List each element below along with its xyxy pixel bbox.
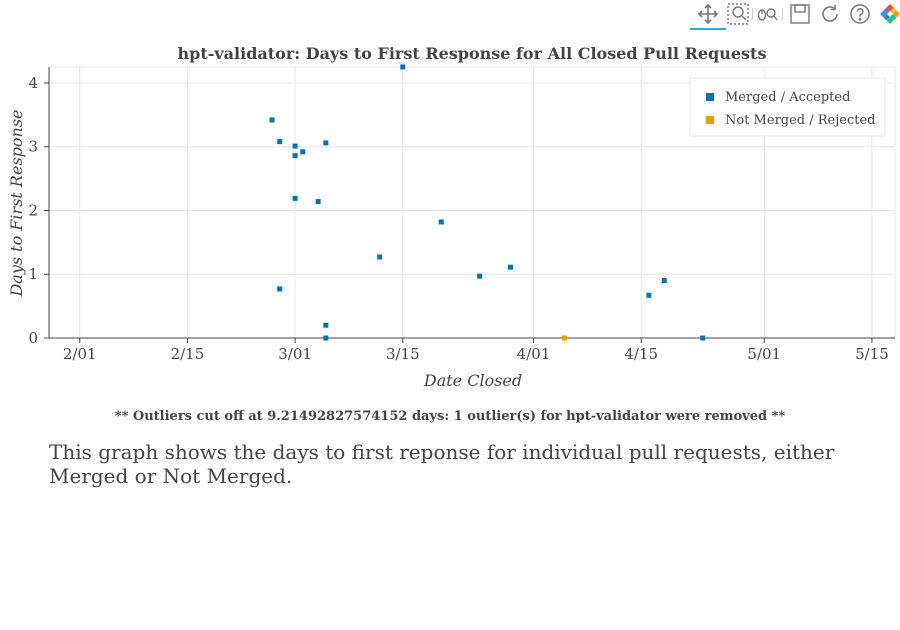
merged-point: [315, 199, 321, 205]
merged-point: [646, 292, 652, 298]
x-tick-label: 4/01: [517, 345, 551, 363]
x-tick-label: 5/15: [855, 345, 889, 363]
legend-swatch: [706, 93, 714, 101]
merged-point: [300, 149, 306, 155]
merged-point: [700, 335, 706, 341]
toolbar-separator: [782, 8, 783, 20]
x-tick-label: 3/01: [278, 345, 312, 363]
tick-labels: 2/01 2/15 3/01 3/15 4/01 4/15 5/01 5/15 0 1 2 3 4: [28, 74, 888, 363]
chart-description: This graph shows the days to first repon…: [49, 440, 835, 488]
chart-toolbar: [690, 0, 900, 32]
y-tick-label: 4: [28, 74, 38, 92]
merged-point: [292, 153, 298, 159]
data-points: [269, 64, 706, 341]
merged-point: [269, 117, 275, 123]
y-tick-label: 3: [28, 138, 38, 156]
x-tick-label: 3/15: [386, 345, 420, 363]
merged-point: [277, 139, 283, 145]
box-zoom-icon[interactable]: [726, 2, 750, 26]
x-tick-label: 2/01: [63, 345, 97, 363]
merged-point: [661, 278, 667, 284]
reset-icon[interactable]: [818, 2, 842, 26]
merged-point: [277, 286, 283, 292]
merged-point: [292, 143, 298, 149]
x-tick-label: 2/15: [171, 345, 205, 363]
merged-point: [377, 254, 383, 260]
outlier-footnote: ** Outliers cut off at 9.21492827574152 …: [114, 409, 786, 424]
legend-label: Not Merged / Rejected: [725, 113, 875, 128]
y-axis-label: Days to First Response: [7, 109, 26, 297]
toolbar-separator: [752, 8, 753, 20]
x-tick-label: 5/01: [747, 345, 781, 363]
x-axis-label: Date Closed: [423, 371, 522, 390]
save-icon[interactable]: [788, 2, 812, 26]
y-tick-label: 0: [28, 329, 38, 347]
wheel-zoom-icon[interactable]: [756, 2, 780, 26]
y-tick-label: 1: [28, 265, 38, 283]
merged-point: [323, 335, 329, 341]
pan-icon[interactable]: [690, 2, 726, 30]
merged-point: [438, 219, 444, 225]
scatter-chart: hpt-validator: Days to First Response fo…: [7, 44, 896, 390]
y-tick-label: 2: [28, 201, 38, 219]
axes: [44, 67, 895, 343]
merged-point: [323, 322, 329, 328]
merged-point: [507, 264, 513, 270]
legend-label: Merged / Accepted: [725, 90, 850, 105]
merged-point: [292, 195, 298, 201]
merged-point: [323, 140, 329, 146]
grid-lines: [49, 67, 895, 339]
merged-point: [400, 64, 406, 70]
rejected-point: [561, 335, 567, 341]
legend: Merged / Accepted Not Merged / Rejected: [689, 77, 886, 137]
bokeh-logo[interactable]: [878, 2, 900, 26]
legend-box: [689, 77, 886, 137]
chart-title: hpt-validator: Days to First Response fo…: [178, 44, 767, 63]
x-tick-label: 4/15: [624, 345, 658, 363]
merged-point: [477, 273, 483, 279]
legend-swatch: [706, 116, 714, 124]
help-icon[interactable]: [848, 2, 872, 26]
